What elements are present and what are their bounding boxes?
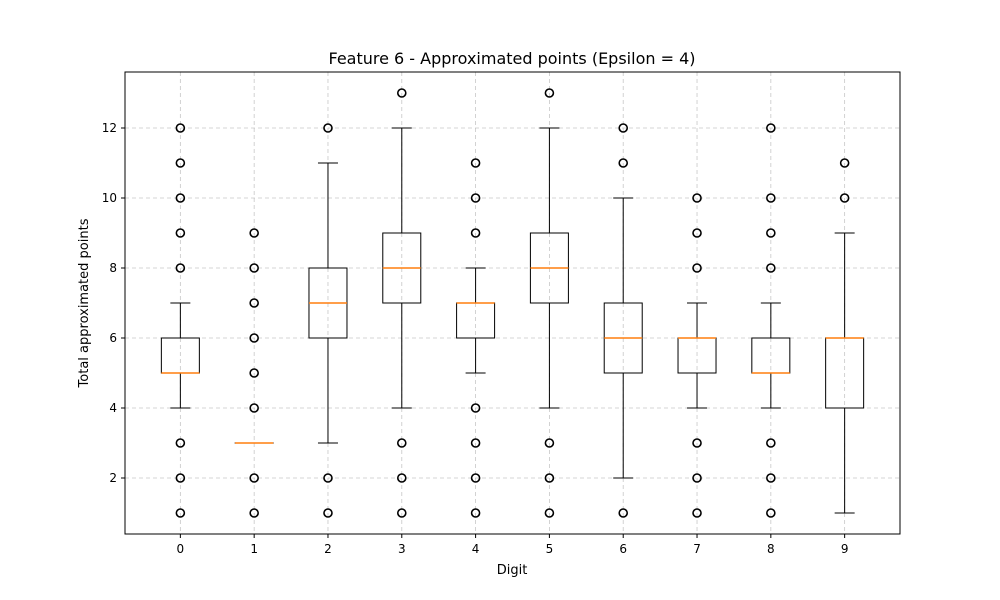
outlier-point (544, 473, 555, 483)
outlier-point (692, 228, 702, 238)
box-digit-4 (456, 158, 496, 518)
x-tick-label: 6 (619, 542, 627, 556)
outlier-point (839, 158, 850, 168)
outlier-point (766, 123, 776, 133)
outlier-point (396, 438, 407, 448)
outlier-point (249, 228, 259, 238)
box-digit-5 (529, 88, 569, 518)
outlier-point (692, 263, 702, 273)
outlier-point (323, 123, 333, 133)
y-axis-ticks: 2 4 6 8 10 12 (102, 121, 125, 485)
box-digit-2 (308, 123, 348, 518)
outlier-point (766, 228, 776, 238)
box-digit-1 (234, 228, 274, 518)
outlier-point (470, 473, 481, 483)
outlier-point (175, 123, 186, 133)
outlier-point (766, 438, 776, 448)
y-tick-label: 4 (109, 401, 117, 415)
outlier-point (323, 473, 333, 483)
outlier-point (249, 368, 259, 378)
outlier-point (249, 263, 259, 273)
x-tick-label: 7 (693, 542, 701, 556)
outlier-point (175, 508, 186, 518)
outlier-point (175, 193, 186, 203)
outlier-point (470, 193, 481, 203)
outlier-point (618, 508, 629, 518)
outlier-point (396, 508, 407, 518)
x-tick-label: 1 (250, 542, 258, 556)
chart-title: Feature 6 - Approximated points (Epsilon… (328, 49, 695, 68)
box-digit-6 (603, 123, 643, 518)
outlier-point (470, 228, 481, 238)
y-tick-label: 2 (109, 471, 117, 485)
plot-frame (124, 71, 901, 535)
outlier-point (249, 403, 259, 413)
outlier-point (323, 508, 333, 518)
boxes (160, 88, 865, 518)
box-digit-3 (382, 88, 422, 518)
x-tick-label: 8 (767, 542, 775, 556)
outlier-point (470, 158, 481, 168)
outlier-point (396, 88, 407, 98)
outlier-point (692, 473, 702, 483)
outlier-point (544, 88, 555, 98)
outlier-point (249, 473, 259, 483)
outlier-point (175, 263, 186, 273)
outlier-point (766, 193, 776, 203)
x-tick-label: 2 (324, 542, 332, 556)
outlier-point (766, 508, 776, 518)
x-axis-label: Digit (497, 563, 528, 578)
outlier-point (175, 158, 186, 168)
x-tick-label: 3 (398, 542, 406, 556)
outlier-point (692, 193, 702, 203)
x-tick-label: 5 (546, 542, 554, 556)
outlier-point (766, 473, 776, 483)
outlier-point (544, 438, 555, 448)
y-tick-label: 6 (109, 331, 117, 345)
y-tick-label: 12 (102, 121, 117, 135)
outlier-point (249, 298, 259, 308)
outlier-point (692, 438, 702, 448)
outlier-point (249, 333, 259, 343)
x-tick-label: 4 (472, 542, 480, 556)
y-tick-label: 10 (102, 191, 117, 205)
x-tick-label: 0 (177, 542, 185, 556)
y-axis-label: Total approximated points (77, 218, 92, 388)
box-digit-7 (677, 193, 717, 518)
outlier-point (618, 158, 629, 168)
box-digit-8 (751, 123, 791, 518)
outlier-point (470, 403, 481, 413)
box-digit-0 (160, 123, 200, 518)
x-axis-ticks: 0 1 2 3 4 5 6 7 8 9 (177, 534, 849, 556)
outlier-point (470, 508, 481, 518)
y-tick-label: 8 (109, 261, 117, 275)
outlier-point (839, 193, 850, 203)
outlier-point (470, 438, 481, 448)
outlier-point (766, 263, 776, 273)
outlier-point (175, 228, 186, 238)
box-digit-9 (825, 158, 865, 514)
outlier-point (175, 438, 186, 448)
outlier-point (692, 508, 702, 518)
outlier-point (175, 473, 186, 483)
outlier-point (249, 508, 259, 518)
x-tick-label: 9 (841, 542, 849, 556)
outlier-point (396, 473, 407, 483)
outlier-point (544, 508, 555, 518)
outlier-point (618, 123, 629, 133)
